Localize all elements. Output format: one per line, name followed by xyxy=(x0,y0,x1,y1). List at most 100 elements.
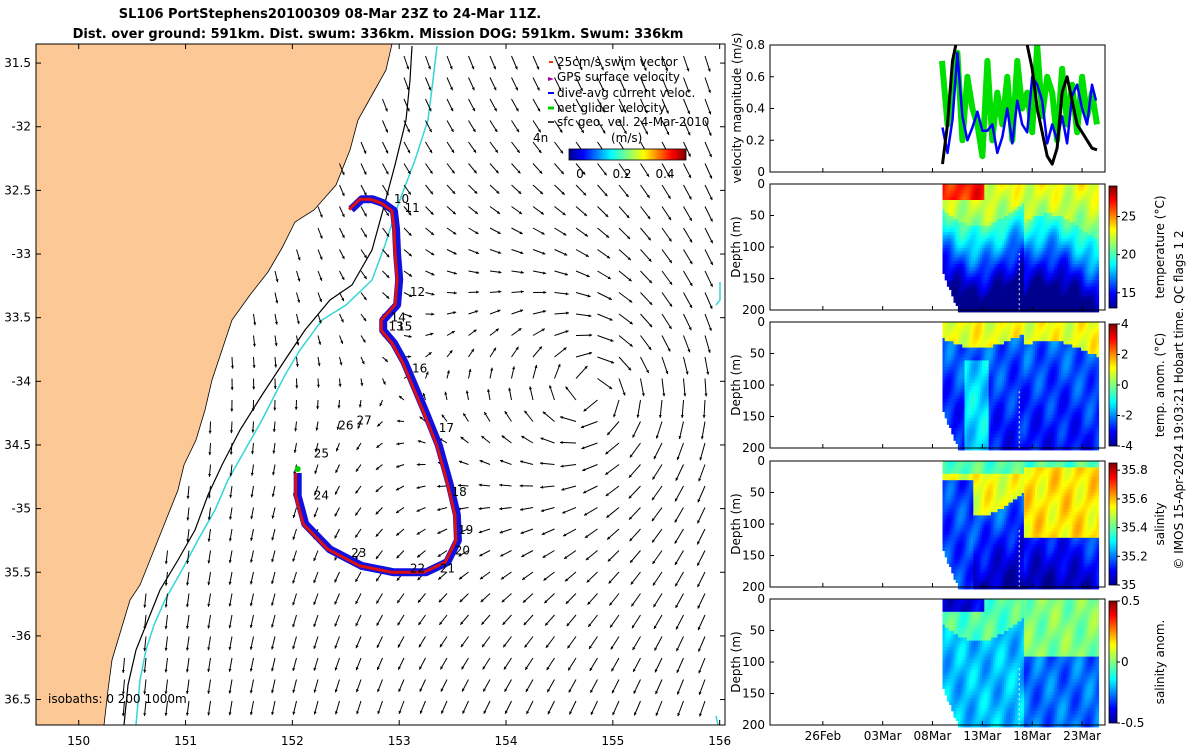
section-cell xyxy=(979,421,983,425)
section-cell xyxy=(964,331,968,336)
section-cell xyxy=(1017,283,1020,287)
section-cell xyxy=(964,244,968,249)
current-vector-head xyxy=(688,174,692,179)
current-vector-head xyxy=(498,290,502,294)
section-cell xyxy=(973,443,976,448)
section-cell xyxy=(968,443,972,448)
current-vector-head xyxy=(689,217,692,221)
section-cell xyxy=(971,264,974,268)
section-cell xyxy=(1015,302,1018,306)
section-cell xyxy=(975,446,979,451)
section-cell xyxy=(1048,276,1051,281)
section-cell xyxy=(977,200,981,204)
section-cell xyxy=(1039,267,1042,271)
section-cell xyxy=(1067,200,1071,204)
section-cell xyxy=(966,437,970,441)
section-cell xyxy=(999,267,1003,271)
section-cell xyxy=(999,238,1003,242)
current-vector-head xyxy=(207,517,211,521)
section-cell xyxy=(964,209,968,214)
section-cell xyxy=(960,244,963,249)
section-cell xyxy=(955,260,959,265)
velocity-y-tick-label: 0.4 xyxy=(746,102,765,116)
section-cell xyxy=(1019,280,1023,284)
section-cell xyxy=(988,190,992,194)
section-cell xyxy=(968,296,972,300)
current-vector-head xyxy=(274,343,278,347)
section-cell xyxy=(1067,241,1071,246)
section-cell xyxy=(1072,308,1075,313)
section-cell xyxy=(1037,187,1040,191)
section-cell xyxy=(1030,203,1034,207)
section-cell xyxy=(1087,302,1091,306)
current-vector-head xyxy=(669,303,673,307)
section-cell xyxy=(968,341,972,345)
section-cell xyxy=(957,446,961,451)
current-vector-head xyxy=(430,232,434,236)
current-vector-head xyxy=(313,557,317,562)
section-cell xyxy=(979,257,983,262)
current-vector-head xyxy=(624,172,628,177)
section-cell xyxy=(955,273,959,278)
section-cell xyxy=(944,241,948,246)
current-vector xyxy=(696,528,706,545)
section-cell xyxy=(1028,299,1031,303)
section-cell xyxy=(946,382,950,387)
section-cell xyxy=(1092,238,1095,242)
section-cell xyxy=(953,357,957,361)
section-cell xyxy=(986,286,990,290)
section-cell xyxy=(968,347,972,352)
current-vector-head xyxy=(601,88,605,92)
section-cell xyxy=(1015,190,1018,194)
current-vector-head xyxy=(708,89,711,94)
section-cell xyxy=(1039,273,1042,278)
section-cell xyxy=(1054,248,1058,252)
section-cell xyxy=(968,222,972,226)
section-cell xyxy=(960,379,963,384)
section-cell xyxy=(999,206,1003,210)
section-cell xyxy=(960,251,963,255)
section-cell xyxy=(984,200,987,204)
section-cell xyxy=(1083,200,1086,204)
section-cell xyxy=(1012,273,1016,278)
current-vector xyxy=(683,270,693,287)
section-cell xyxy=(966,357,970,361)
current-vector-head xyxy=(474,190,478,194)
section-cell xyxy=(1078,235,1082,239)
section-cell xyxy=(1074,206,1078,210)
section-cell xyxy=(949,232,952,236)
section-cell xyxy=(957,398,961,403)
current-vector-head xyxy=(450,87,453,91)
section-cell xyxy=(1085,267,1089,271)
section-cell xyxy=(1072,260,1075,265)
section-cell xyxy=(960,270,963,274)
section-cell xyxy=(1081,296,1084,300)
section-cell xyxy=(1094,187,1097,191)
current-vector-head xyxy=(230,387,234,391)
section-cell xyxy=(944,344,948,348)
current-vector-head xyxy=(605,451,609,455)
track-day-label: 12 xyxy=(410,285,425,299)
current-vector-head xyxy=(709,175,713,179)
current-vector-head xyxy=(589,645,592,649)
section-cell xyxy=(1001,219,1005,223)
section-cell xyxy=(1026,308,1029,313)
current-vector-head xyxy=(697,583,701,588)
section-cell xyxy=(962,344,965,348)
section-cell xyxy=(1074,254,1078,258)
current-vector-head xyxy=(453,251,457,255)
current-vector-head xyxy=(587,601,591,605)
current-vector-head xyxy=(422,392,426,397)
current-vector xyxy=(575,365,588,379)
section-cell xyxy=(1076,280,1080,284)
section-cell xyxy=(1012,280,1016,284)
section-cell xyxy=(999,235,1003,239)
section-cell xyxy=(1072,264,1075,268)
current-vector xyxy=(698,464,706,482)
section-cell xyxy=(946,238,950,242)
section-cell xyxy=(971,370,974,374)
section-cell xyxy=(953,414,957,419)
section-cell xyxy=(964,411,968,416)
section-cell xyxy=(1087,289,1091,294)
section-cell xyxy=(1074,209,1078,214)
